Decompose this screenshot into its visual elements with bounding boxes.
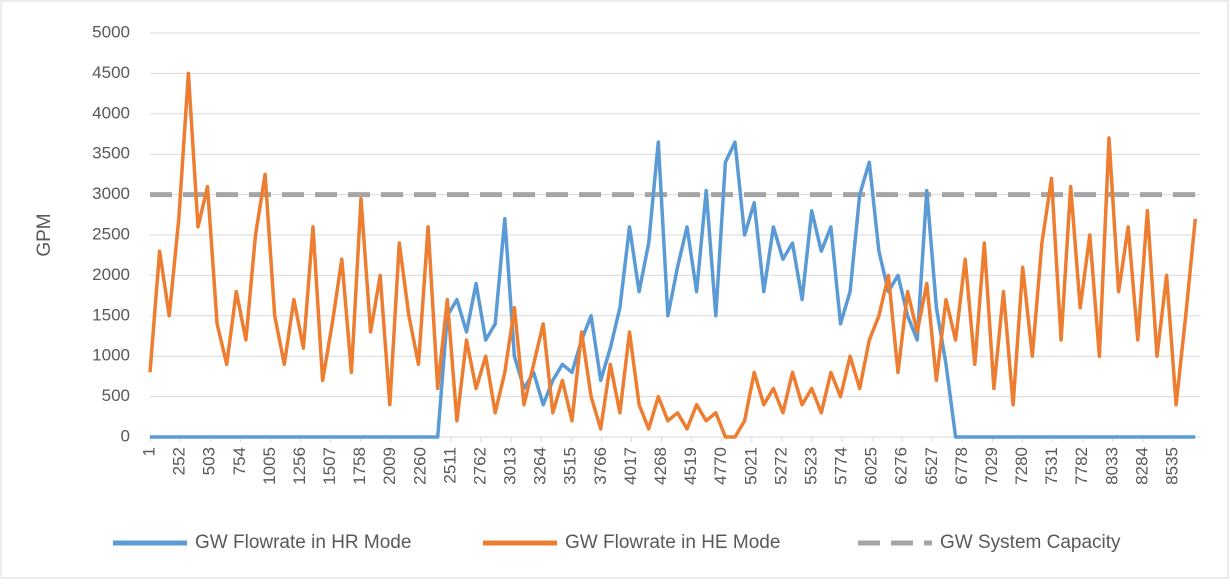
x-tick-label: 5523 bbox=[801, 447, 820, 485]
x-tick-label: 6025 bbox=[862, 447, 881, 485]
x-tick-label: 252 bbox=[170, 447, 189, 475]
y-axis-label: GPM bbox=[34, 213, 55, 256]
x-tick-label: 4770 bbox=[711, 447, 730, 485]
x-tick-label: 6527 bbox=[922, 447, 941, 485]
x-tick-label: 8033 bbox=[1102, 447, 1121, 485]
legend-label: GW Flowrate in HR Mode bbox=[195, 532, 411, 553]
y-tick-label: 3000 bbox=[92, 184, 130, 203]
y-tick-label: 2500 bbox=[92, 224, 130, 243]
x-tick-label: 1005 bbox=[260, 447, 279, 485]
y-tick-label: 4500 bbox=[92, 63, 130, 82]
x-tick-label: 8535 bbox=[1163, 447, 1182, 485]
x-tick-label: 6778 bbox=[952, 447, 971, 485]
x-tick-label: 4519 bbox=[681, 447, 700, 485]
y-tick-label: 500 bbox=[102, 386, 130, 405]
data-line bbox=[150, 140, 1196, 439]
x-tick-label: 3515 bbox=[561, 447, 580, 485]
x-tick-label: 4017 bbox=[621, 447, 640, 485]
x-tick-label: 7531 bbox=[1042, 447, 1061, 485]
legend-label: GW System Capacity bbox=[940, 532, 1121, 553]
x-tick-label: 2260 bbox=[410, 447, 429, 485]
x-tick-label: 6276 bbox=[892, 447, 911, 485]
y-tick-label: 1000 bbox=[92, 346, 130, 365]
x-tick-label: 1507 bbox=[320, 447, 339, 485]
x-tick-label: 1 bbox=[139, 447, 158, 456]
y-tick-label: 5000 bbox=[92, 22, 130, 41]
x-tick-label: 7029 bbox=[982, 447, 1001, 485]
x-tick-label: 2511 bbox=[440, 447, 459, 484]
y-tick-label: 3500 bbox=[92, 144, 130, 163]
x-tick-label: 503 bbox=[200, 447, 219, 475]
x-tick-label: 5272 bbox=[771, 447, 790, 485]
x-tick-label: 754 bbox=[230, 447, 249, 475]
x-tick-label: 7280 bbox=[1012, 447, 1031, 485]
x-tick-label: 4268 bbox=[651, 447, 670, 485]
data-line bbox=[148, 71, 1198, 439]
y-tick-label: 4000 bbox=[92, 103, 130, 122]
x-tick-label: 1256 bbox=[290, 447, 309, 485]
x-tick-label: 3264 bbox=[531, 447, 550, 485]
y-tick-label: 2000 bbox=[92, 265, 130, 284]
x-tick-label: 8284 bbox=[1132, 447, 1151, 485]
x-tick-label: 3013 bbox=[501, 447, 520, 485]
x-tick-label: 2762 bbox=[470, 447, 489, 485]
legend-label: GW Flowrate in HE Mode bbox=[565, 532, 780, 553]
x-tick-label: 2009 bbox=[380, 447, 399, 485]
x-tick-label: 7782 bbox=[1072, 447, 1091, 485]
x-tick-label: 5021 bbox=[741, 447, 760, 485]
y-tick-label: 1500 bbox=[92, 305, 130, 324]
x-tick-label: 3766 bbox=[591, 447, 610, 485]
y-tick-label: 0 bbox=[121, 426, 130, 445]
x-tick-label: 5774 bbox=[832, 447, 851, 485]
x-tick-label: 1758 bbox=[350, 447, 369, 485]
